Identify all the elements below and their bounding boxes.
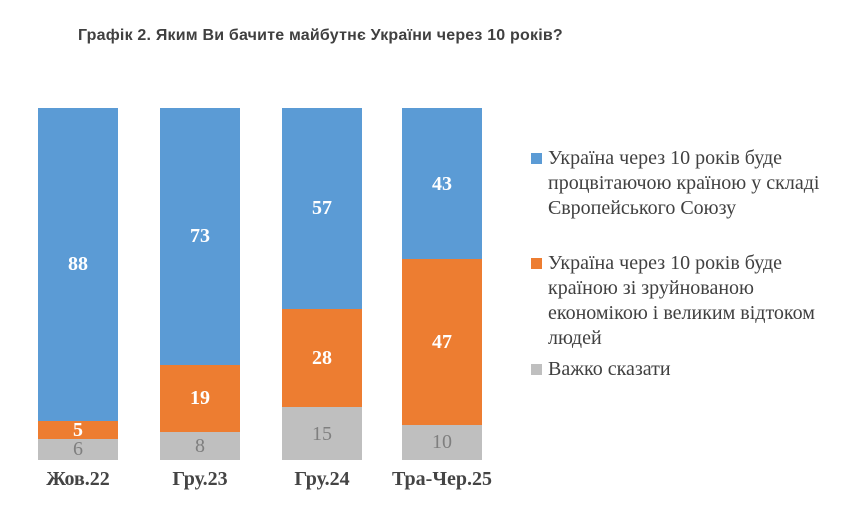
bar-value-label: 28 [312, 346, 332, 369]
bar-column: 73 19 8 [160, 108, 240, 460]
bar-column: 57 28 15 [282, 108, 362, 460]
bar-segment: 6 [38, 438, 118, 461]
legend-item: Україна через 10 років буде країною зі з… [531, 251, 843, 351]
bar-segment: 43 [402, 108, 482, 260]
bar-value-label: 57 [312, 197, 332, 220]
bar-value-label: 5 [73, 418, 83, 441]
chart-title: Графік 2. Яким Ви бачите майбутнє Україн… [78, 27, 563, 44]
category-label: Гру.24 [294, 468, 350, 490]
legend-item: Україна через 10 років буде процвітаючою… [531, 146, 843, 221]
bar-column: 43 47 10 [402, 108, 482, 460]
bar-segment: 57 [282, 108, 362, 309]
bar-segment: 73 [160, 108, 240, 365]
legend: Україна через 10 років буде процвітаючою… [531, 146, 843, 382]
category-label: Тра-Чер.25 [391, 468, 493, 490]
bar-value-label: 88 [68, 253, 88, 276]
bar-value-label: 73 [190, 225, 210, 248]
bar-segment: 28 [282, 308, 362, 408]
bar-segment: 15 [282, 407, 362, 460]
bar-segment: 47 [402, 259, 482, 425]
bar-segment: 10 [402, 424, 482, 460]
bar-segment: 19 [160, 364, 240, 432]
bar-value-label: 6 [73, 438, 83, 461]
legend-marker-swatch [531, 258, 542, 269]
legend-item: Важко сказати [531, 357, 843, 382]
legend-label: Україна через 10 років буде країною зі з… [548, 252, 815, 349]
legend-label: Україна через 10 років буде процвітаючою… [548, 147, 820, 219]
legend-label: Важко сказати [548, 358, 671, 380]
category-label: Гру.23 [172, 468, 228, 490]
legend-marker-swatch [531, 153, 542, 164]
bar-value-label: 43 [432, 172, 452, 195]
bar-value-label: 19 [190, 387, 210, 410]
bar-value-label: 47 [432, 331, 452, 354]
bar-segment: 8 [160, 431, 240, 460]
bar-value-label: 10 [432, 431, 452, 454]
category-label: Жов.22 [46, 468, 110, 490]
bar-value-label: 8 [195, 434, 205, 457]
legend-marker-swatch [531, 364, 542, 375]
bar-segment: 88 [38, 108, 118, 421]
bar-value-label: 15 [312, 422, 332, 445]
bar-column: 88 5 6 [38, 108, 118, 460]
bar-segment: 5 [38, 418, 118, 441]
